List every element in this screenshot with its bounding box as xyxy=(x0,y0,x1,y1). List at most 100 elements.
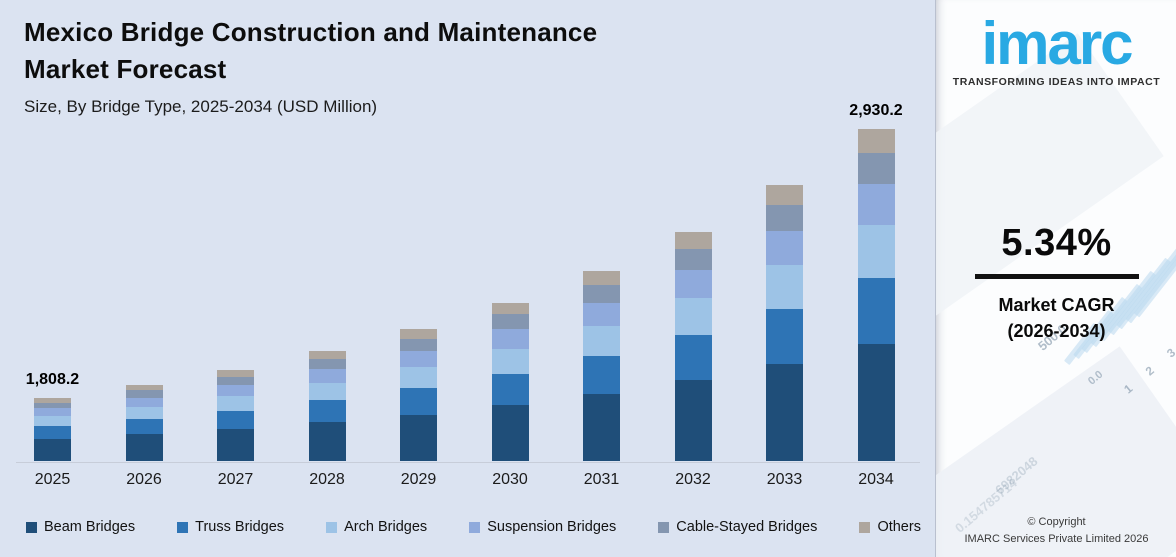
bar-segment-truss-bridges xyxy=(857,277,895,345)
bar-segment-others xyxy=(583,271,620,285)
x-axis-label-2025: 2025 xyxy=(34,471,71,488)
legend-label: Beam Bridges xyxy=(44,519,136,535)
legend-label: Others xyxy=(877,519,921,535)
copyright-line1: © Copyright xyxy=(1027,516,1086,528)
bar-segment-others xyxy=(491,303,529,315)
chart-panel: Mexico Bridge Construction and Maintenan… xyxy=(16,14,921,535)
legend-item-suspension-bridges: Suspension Bridges xyxy=(469,519,616,535)
bar-segment-cable-stayed-bridges xyxy=(674,248,712,271)
copyright-line2: IMARC Services Private Limited 2026 xyxy=(964,532,1149,545)
bar-value-label-2025: 1,808.2 xyxy=(25,371,80,388)
bar-segment-beam-bridges xyxy=(308,422,346,461)
bar-segment-truss-bridges xyxy=(583,356,620,395)
bar-segment-arch-bridges xyxy=(491,348,529,374)
title-line-2: Market Forecast xyxy=(24,53,227,84)
bar-segment-suspension-bridges xyxy=(766,230,803,266)
bar-segment-cable-stayed-bridges xyxy=(34,402,71,409)
imarc-tagline: TRANSFORMING IDEAS INTO IMPACT xyxy=(952,76,1161,88)
bar-segment-cable-stayed-bridges xyxy=(766,204,803,231)
bar-segment-suspension-bridges xyxy=(34,408,71,417)
bar-segment-arch-bridges xyxy=(674,298,712,335)
legend-item-beam-bridges: Beam Bridges xyxy=(26,519,135,535)
bar-segment-others xyxy=(34,398,71,403)
copyright: © Copyright IMARC Services Private Limit… xyxy=(936,514,1176,547)
bar-segment-arch-bridges xyxy=(308,382,346,401)
bar-segment-arch-bridges xyxy=(400,367,437,389)
bar-segment-truss-bridges xyxy=(34,426,71,439)
legend-label: Arch Bridges xyxy=(344,519,428,535)
legend-item-truss-bridges: Truss Bridges xyxy=(177,519,284,535)
legend-swatch-cable-stayed-bridges xyxy=(658,521,670,533)
imarc-logo: imarc TRANSFORMING IDEAS INTO IMPACT xyxy=(936,12,1176,88)
cagr-label-line2: (2026-2034) xyxy=(1007,321,1106,342)
bar-segment-suspension-bridges xyxy=(857,184,895,226)
bar-value-label-2034: 2,930.2 xyxy=(849,102,903,119)
x-axis-line xyxy=(16,462,920,463)
legend-swatch-beam-bridges xyxy=(26,521,37,533)
bar-segment-truss-bridges xyxy=(125,419,163,435)
bar-segment-beam-bridges xyxy=(491,405,529,461)
x-axis-label-2029: 2029 xyxy=(400,471,437,488)
x-axis-label-2033: 2033 xyxy=(766,471,803,488)
page-title: Mexico Bridge Construction and Maintenan… xyxy=(24,14,804,88)
bar-segment-others xyxy=(674,232,712,249)
bar-segment-cable-stayed-bridges xyxy=(125,390,163,398)
imarc-logo-text: imarc xyxy=(981,10,1133,77)
x-axis-label-2030: 2030 xyxy=(492,471,528,488)
legend-swatch-others xyxy=(859,521,871,533)
bar-segment-truss-bridges xyxy=(674,334,712,381)
bar-segment-beam-bridges xyxy=(125,434,163,461)
chart-legend: Beam Bridges Truss Bridges Arch Bridges Sus… xyxy=(26,519,921,535)
bar-segment-truss-bridges xyxy=(491,373,529,406)
x-axis-label-2034: 2034 xyxy=(858,471,894,488)
bar-segment-cable-stayed-bridges xyxy=(217,376,254,386)
bar-segment-beam-bridges xyxy=(400,414,437,461)
bar-segment-arch-bridges xyxy=(217,396,254,411)
bar-segment-others xyxy=(400,329,437,339)
x-axis-label-2027: 2027 xyxy=(217,471,254,488)
brand-panel: 500.0 0.0 1 2 3 4 6982048 0.154785714 im… xyxy=(935,0,1176,557)
stacked-bar-plot: 2025 2026 2027 2028 2029 2030 2031 2032 2033 2034… xyxy=(16,102,920,488)
bar-segment-beam-bridges xyxy=(583,394,620,461)
bar-segment-cable-stayed-bridges xyxy=(308,358,346,370)
cagr-value: 5.34% xyxy=(1001,222,1112,264)
legend-item-others: Others xyxy=(859,519,921,535)
bar-segment-truss-bridges xyxy=(766,308,803,364)
bar-segment-others xyxy=(308,351,346,359)
bar-segment-suspension-bridges xyxy=(491,329,529,349)
legend-label: Suspension Bridges xyxy=(487,519,617,535)
bar-segment-cable-stayed-bridges xyxy=(857,152,895,185)
bar-segment-arch-bridges xyxy=(125,407,163,420)
bar-segment-arch-bridges xyxy=(583,326,620,357)
cagr-block: 5.34% Market CAGR (2026-2034) xyxy=(936,222,1176,344)
title-line-1: Mexico Bridge Construction and Maintenan… xyxy=(24,17,598,47)
bar-segment-beam-bridges xyxy=(217,428,254,461)
bar-segment-beam-bridges xyxy=(34,438,71,461)
watermark-label: 0.0 xyxy=(1085,368,1106,388)
x-axis-label-2028: 2028 xyxy=(309,471,345,488)
legend-item-arch-bridges: Arch Bridges xyxy=(326,519,427,535)
bar-segment-cable-stayed-bridges xyxy=(491,314,529,330)
bar-segment-others xyxy=(125,385,163,391)
bar-segment-cable-stayed-bridges xyxy=(583,284,620,303)
bar-segment-truss-bridges xyxy=(308,400,346,423)
bar-segment-suspension-bridges xyxy=(308,369,346,383)
bar-segment-beam-bridges xyxy=(857,344,895,461)
legend-label: Truss Bridges xyxy=(195,519,285,535)
bar-segment-beam-bridges xyxy=(674,380,712,461)
legend-label: Cable-Stayed Bridges xyxy=(676,519,818,535)
bar-segment-cable-stayed-bridges xyxy=(400,338,437,351)
cagr-label-line1: Market CAGR xyxy=(998,295,1115,315)
bar-segment-others xyxy=(217,370,254,377)
bar-segment-others xyxy=(766,185,803,205)
bar-segment-suspension-bridges xyxy=(583,302,620,327)
bar-segment-arch-bridges xyxy=(34,416,71,427)
legend-swatch-suspension-bridges xyxy=(469,521,481,533)
legend-swatch-truss-bridges xyxy=(177,521,189,533)
bar-segment-suspension-bridges xyxy=(217,385,254,397)
x-axis-label-2026: 2026 xyxy=(126,471,162,488)
bar-segment-beam-bridges xyxy=(766,363,803,461)
bar-segment-arch-bridges xyxy=(857,225,895,278)
bar-segment-truss-bridges xyxy=(400,388,437,415)
